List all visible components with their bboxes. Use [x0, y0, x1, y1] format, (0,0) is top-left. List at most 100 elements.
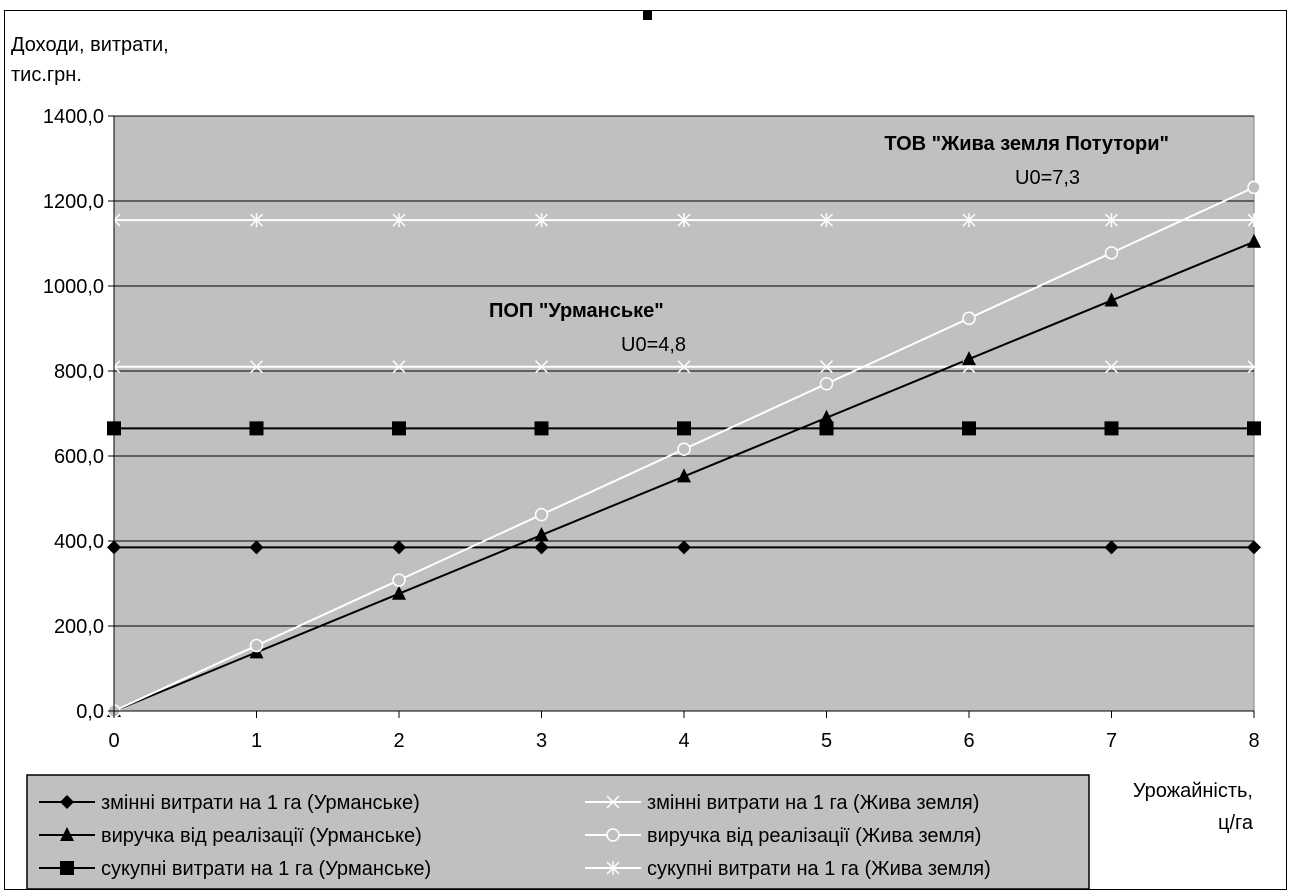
marker-asterisk [534, 213, 549, 228]
legend-label: змінні витрати на 1 га (Жива земля) [647, 792, 979, 814]
annotation-urmanske-u0: U0=4,8 [621, 334, 686, 356]
marker-x [249, 360, 264, 374]
x-tick-label: 2 [393, 730, 404, 752]
marker-diamond [677, 540, 691, 555]
series-markers-1 [107, 540, 1261, 555]
marker-square [819, 421, 834, 436]
marker-circle [392, 573, 406, 587]
marker-circle [249, 638, 264, 653]
x-tick-label: 8 [1248, 730, 1259, 752]
marker-diamond [60, 795, 74, 809]
legend-item-1: змінні витрати на 1 га (Урманське) [39, 792, 420, 814]
series-markers-3 [107, 233, 1261, 717]
y-tick-label: 0,0 [76, 701, 104, 723]
y-tick-label: 1400,0 [43, 106, 104, 128]
marker-x-stroke [677, 360, 691, 374]
axes: 0,0 200,0 400,0 600,0 800,0 1000,0 1200,0 1400,… [43, 106, 1260, 752]
x-tick-label: 4 [678, 730, 689, 752]
marker-x [819, 360, 834, 374]
x-tick-label: 6 [963, 730, 974, 752]
marker-circle [1104, 246, 1119, 260]
top-edge-marker [643, 11, 652, 20]
marker-circle [534, 507, 549, 522]
marker-diamond [249, 540, 264, 555]
marker-asterisk [677, 213, 691, 228]
marker-diamond [392, 540, 406, 555]
marker-asterisk [1247, 213, 1261, 228]
legend-item-2: змінні витрати на 1 га (Жива земля) [585, 792, 979, 814]
x-tick-label: 7 [1106, 730, 1117, 752]
marker-square [534, 421, 549, 436]
marker-x [1104, 360, 1119, 374]
x-axis-label-line2: ц/га [1218, 812, 1254, 834]
y-tick-label: 1000,0 [43, 276, 104, 298]
x-tick-label: 0 [108, 730, 119, 752]
marker-x-stroke [249, 360, 264, 374]
marker-x-stroke [1247, 360, 1261, 374]
legend: змінні витрати на 1 га (Урманське) змінні… [39, 792, 991, 880]
marker-square [249, 421, 264, 436]
break-even-chart: 0,0 200,0 400,0 600,0 800,0 1000,0 1200,0 1400,… [11, 11, 1261, 890]
marker-asterisk [606, 861, 620, 875]
marker-x [1247, 360, 1261, 374]
marker-x [606, 795, 620, 809]
marker-circle [606, 828, 620, 842]
marker-circle [677, 442, 691, 456]
marker-circle [1247, 180, 1261, 195]
legend-label: виручка від реалізації (Жива земля) [647, 825, 981, 847]
marker-triangle [60, 827, 74, 841]
plot-area [113, 115, 1255, 712]
marker-square [1247, 421, 1261, 436]
marker-triangle [392, 585, 406, 600]
gridlines [114, 115, 1254, 627]
series-markers-4 [107, 180, 1261, 718]
y-tick-label: 400,0 [54, 531, 104, 553]
marker-asterisk [962, 213, 976, 228]
x-tick-label: 5 [821, 730, 832, 752]
legend-box [26, 774, 1090, 890]
y-tick-label: 1200,0 [43, 191, 104, 213]
marker-asterisk [1104, 213, 1119, 228]
legend-item-4: виручка від реалізації (Жива земля) [585, 825, 981, 847]
legend-label: сукупні витрати на 1 га (Жива земля) [647, 858, 991, 880]
marker-triangle [962, 351, 976, 366]
annotation-zhyva-zemlia: ТОВ "Жива земля Потутори" [884, 133, 1169, 155]
marker-triangle [1104, 292, 1119, 307]
y-tick-label: 200,0 [54, 616, 104, 638]
series-markers-5 [107, 421, 1261, 436]
marker-x [677, 360, 691, 374]
marker-square [677, 421, 691, 436]
y-axis-label-line1: Доходи, витрати, [11, 34, 169, 56]
x-axis-label-line1: Урожайність, [1133, 780, 1253, 802]
marker-x [392, 360, 406, 374]
legend-item-6: сукупні витрати на 1 га (Жива земля) [585, 858, 991, 880]
marker-triangle [677, 468, 691, 483]
series-markers [107, 180, 1261, 718]
marker-triangle [1247, 233, 1261, 248]
chart-frame: 0,0 200,0 400,0 600,0 800,0 1000,0 1200,0 1400,… [4, 10, 1287, 890]
x-tick-label: 3 [536, 730, 547, 752]
annotation-zhyva-zemlia-u0: U0=7,3 [1015, 167, 1080, 189]
marker-triangle [534, 527, 549, 542]
x-tick-label: 1 [251, 730, 262, 752]
y-tick-label: 800,0 [54, 361, 104, 383]
marker-asterisk [249, 213, 264, 228]
marker-x-stroke [392, 360, 406, 374]
legend-item-3: виручка від реалізації (Урманське) [39, 825, 422, 847]
marker-triangle [819, 409, 834, 424]
marker-square [1104, 421, 1119, 436]
marker-diamond [534, 540, 549, 555]
marker-x-stroke [1104, 360, 1119, 374]
marker-square [60, 861, 74, 875]
legend-label: змінні витрати на 1 га (Урманське) [101, 792, 420, 814]
marker-diamond [1247, 540, 1261, 555]
marker-x-stroke [534, 360, 549, 374]
marker-circle [962, 311, 976, 326]
marker-asterisk [392, 213, 406, 228]
annotation-urmanske: ПОП "Урманське" [489, 300, 664, 322]
y-tick-label: 600,0 [54, 446, 104, 468]
legend-label: сукупні витрати на 1 га (Урманське) [101, 858, 431, 880]
legend-label: виручка від реалізації (Урманське) [101, 825, 422, 847]
marker-circle [819, 377, 834, 391]
marker-x-stroke [606, 795, 620, 809]
